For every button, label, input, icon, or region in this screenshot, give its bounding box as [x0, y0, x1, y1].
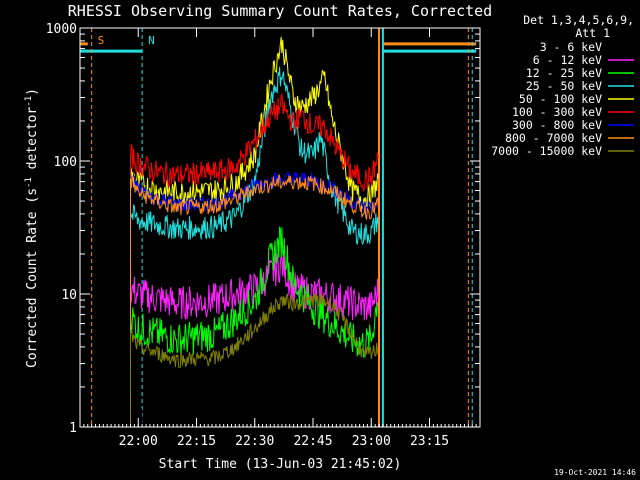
legend-label: 25 - 50 keV	[526, 79, 602, 93]
legend-label: 100 - 300 keV	[512, 105, 602, 119]
x-tick-label: 22:15	[177, 434, 216, 449]
chart-title: RHESSI Observing Summary Count Rates, Co…	[68, 2, 492, 20]
x-tick-label: 22:00	[119, 434, 158, 449]
y-axis-label: Corrected Count Rate (s-1 detector-1)	[24, 88, 40, 368]
y-tick-label: 1	[69, 421, 77, 436]
legend-label: 300 - 800 keV	[512, 118, 602, 132]
legend-label: 7000 - 15000 keV	[491, 144, 602, 158]
legend-title-line-2: Att 1	[575, 26, 610, 40]
series-lines	[130, 36, 379, 429]
annotation-label: N	[148, 34, 155, 47]
timestamp: 19-Oct-2021 14:46	[554, 468, 636, 477]
series-line	[130, 293, 379, 427]
legend-label: 12 - 25 keV	[526, 66, 602, 80]
plot-frame	[79, 27, 481, 428]
vertical-markers	[91, 28, 473, 427]
x-axis-label: Start Time (13-Jun-03 21:45:02)	[159, 457, 402, 472]
legend-label: 50 - 100 keV	[519, 92, 602, 106]
legend-title-line-1: Det 1,3,4,5,6,9,	[523, 13, 634, 27]
series-line	[130, 250, 379, 427]
series-line	[130, 174, 379, 427]
x-tick-label: 23:00	[352, 434, 391, 449]
x-tick-label: 22:45	[293, 434, 332, 449]
y-tick-label: 100	[54, 155, 77, 170]
x-tick-label: 22:30	[235, 434, 274, 449]
saa-segments	[80, 42, 477, 53]
y-tick-label: 1000	[46, 22, 77, 37]
legend-label: 6 - 12 keV	[533, 53, 602, 67]
series-line	[130, 171, 379, 427]
x-axis: 22:00 22:15 22:30 22:45 23:00 23:15	[83, 28, 481, 449]
y-tick-label: 10	[61, 288, 77, 303]
legend-label: 3 - 6 keV	[540, 40, 602, 54]
series-line	[130, 92, 379, 427]
y-axis: 1 10 100 1000	[46, 22, 480, 436]
series-line	[130, 226, 379, 427]
legend-label: 800 - 7000 keV	[505, 131, 602, 145]
x-tick-label: 23:15	[410, 434, 449, 449]
annotation-label: S	[98, 34, 105, 47]
